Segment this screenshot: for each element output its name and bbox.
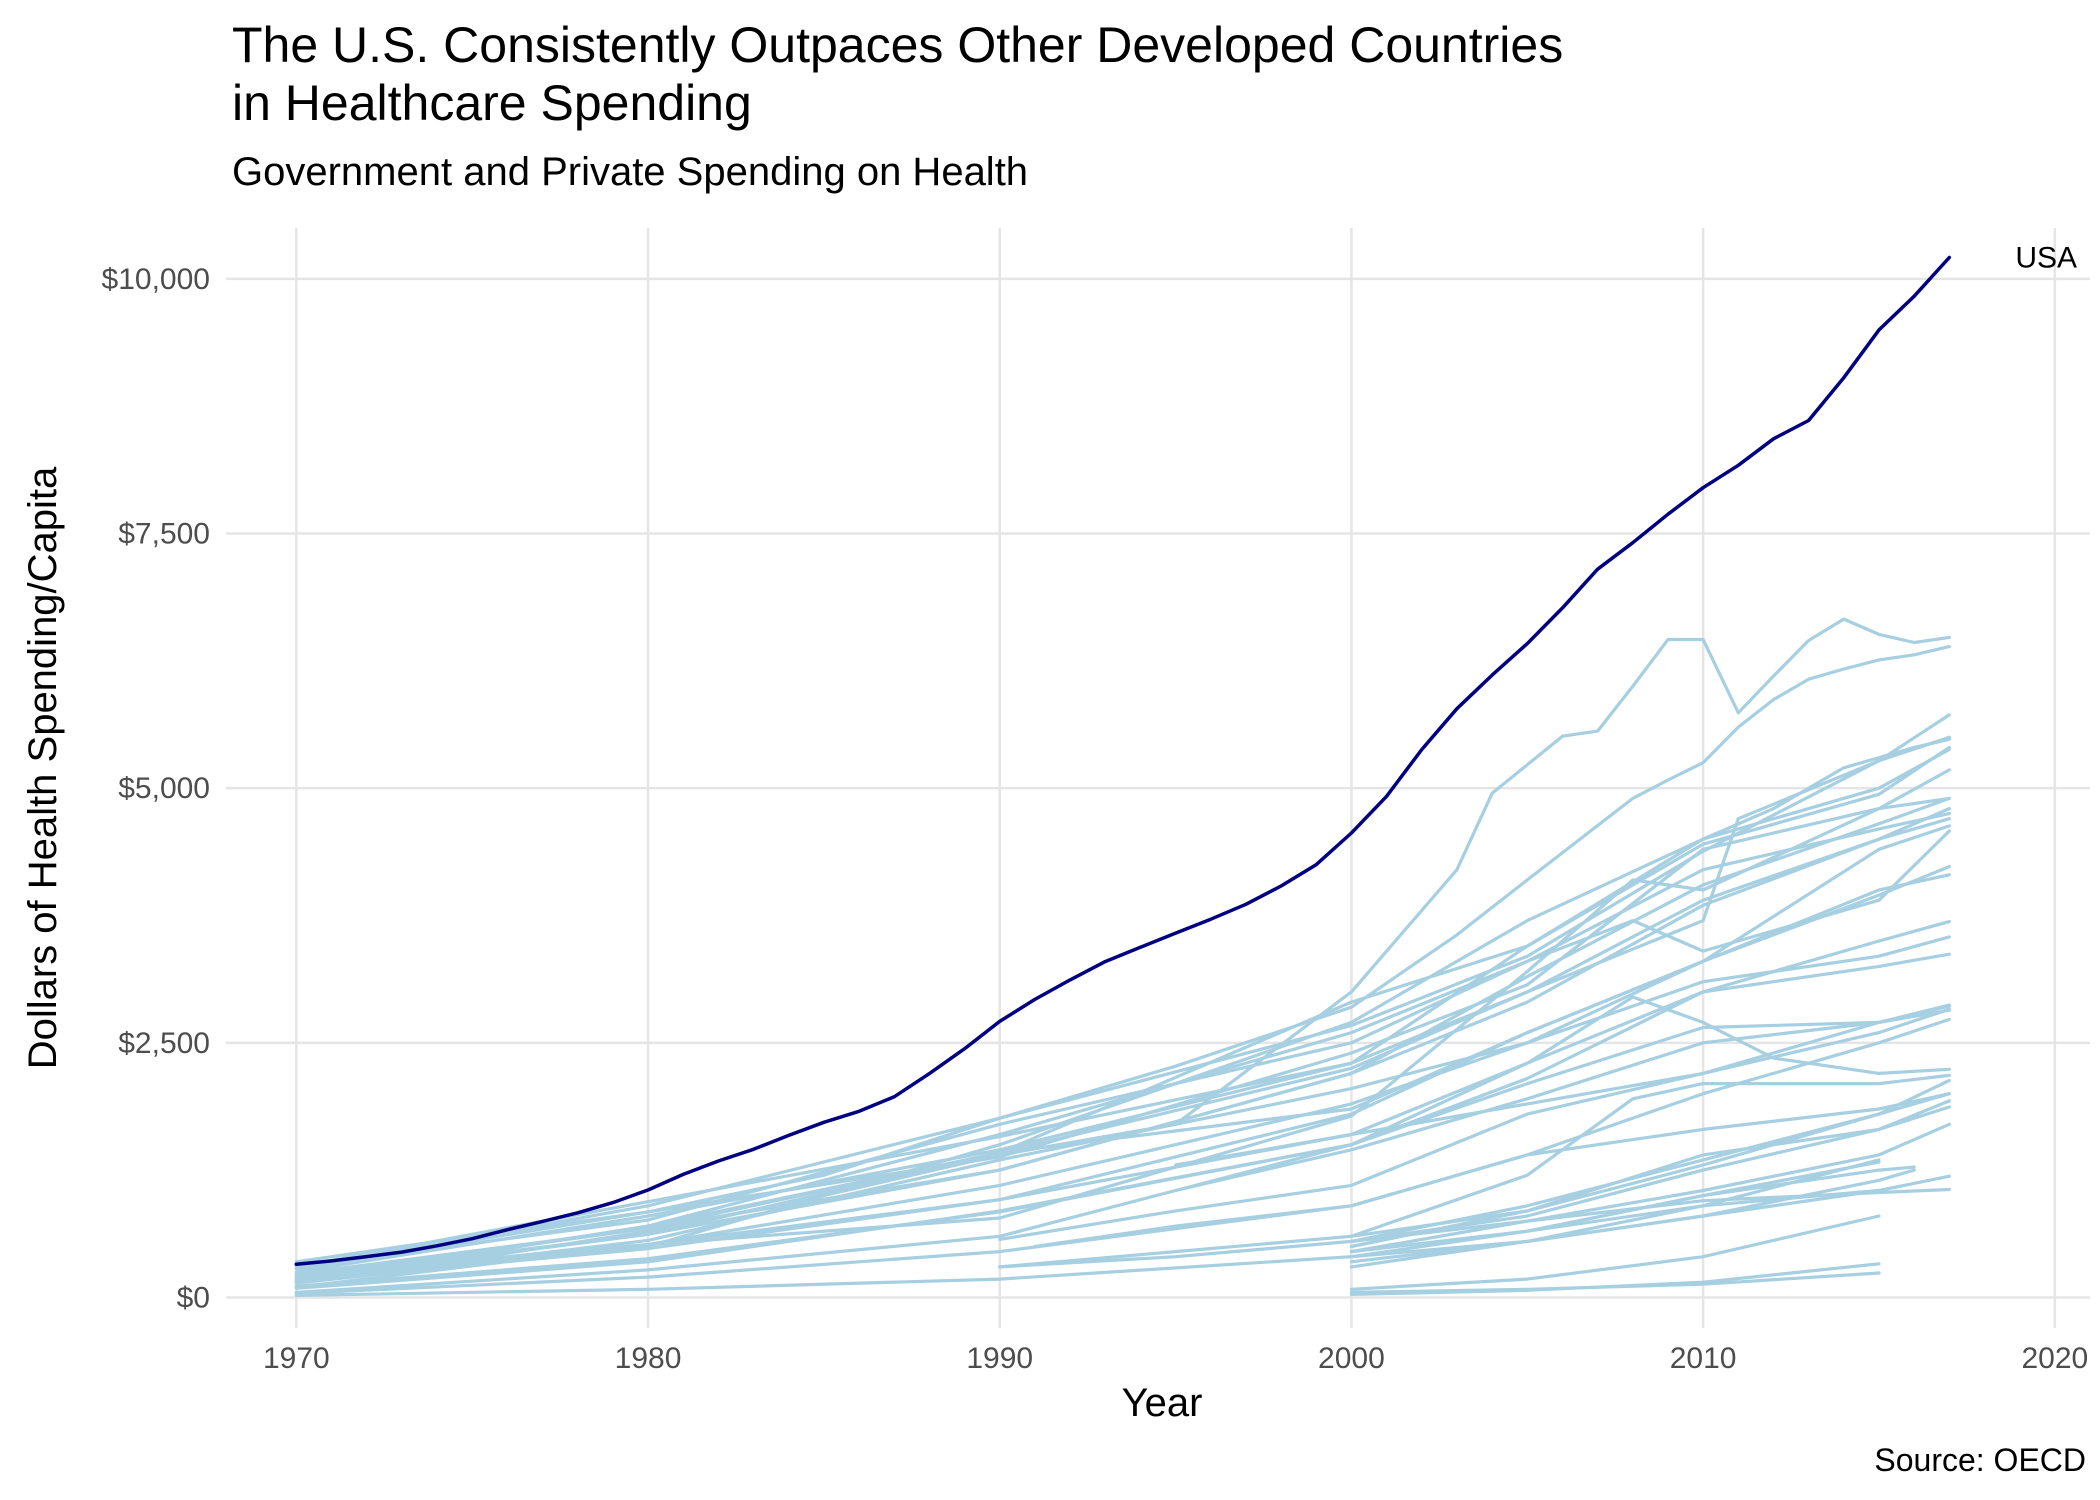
source-caption: Source: OECD xyxy=(1874,1442,2086,1478)
series-line-china xyxy=(1349,1214,1881,1291)
series-line-switzerland xyxy=(294,645,1951,1264)
series-line-czech-republic xyxy=(998,1008,1951,1241)
series-line-russia xyxy=(1349,1158,1881,1269)
x-tick-label: 2020 xyxy=(2021,1342,2088,1375)
series-line-slovakia xyxy=(1349,1073,1951,1238)
x-tick-label: 1990 xyxy=(966,1342,1033,1375)
chart-title-line-1: The U.S. Consistently Outpaces Other Dev… xyxy=(232,17,1564,73)
grid-lines xyxy=(226,228,2090,1328)
series-line-netherlands xyxy=(294,747,1951,1274)
series-line-iceland xyxy=(294,829,1951,1284)
series-line-spain xyxy=(294,952,1951,1290)
chart-title: The U.S. Consistently Outpaces Other Dev… xyxy=(232,16,1563,132)
y-axis-title: Dollars of Health Spending/Capita xyxy=(21,466,65,1069)
y-tick-label: $0 xyxy=(177,1281,210,1314)
y-axis-ticks: $0 $2,500 $5,000 $7,500 $10,000 xyxy=(102,263,210,1315)
series-line-mexico xyxy=(998,1187,1951,1269)
y-tick-label: $2,500 xyxy=(118,1027,210,1060)
x-tick-label: 2010 xyxy=(1670,1342,1737,1375)
series-line-new-zealand xyxy=(294,920,1951,1277)
y-tick-label: $10,000 xyxy=(102,263,210,296)
usa-series-label: USA xyxy=(2015,242,2077,275)
usa-line-group: USA xyxy=(294,242,2077,1266)
series-line-portugal xyxy=(294,1004,1951,1294)
series-line-austria xyxy=(294,745,1951,1283)
series-line-latvia xyxy=(1349,1122,1951,1254)
series-line-ireland xyxy=(294,796,1951,1289)
series-line-finland xyxy=(294,865,1951,1279)
series-line-chile xyxy=(1349,1099,1951,1243)
y-tick-label: $7,500 xyxy=(118,518,210,551)
series-line-brazil xyxy=(1349,1160,1881,1254)
series-line-united-kingdom xyxy=(294,873,1951,1283)
series-line-italy xyxy=(294,935,1951,1284)
series-line-india xyxy=(1349,1271,1881,1294)
series-line-israel xyxy=(1174,1007,1951,1167)
series-line-belgium xyxy=(294,796,1951,1282)
chart-subtitle: Government and Private Spending on Healt… xyxy=(232,150,1029,194)
y-tick-label: $5,000 xyxy=(118,772,210,805)
series-line-australia xyxy=(294,817,1951,1276)
x-axis-title: Year xyxy=(1122,1381,1203,1425)
series-line-south-africa xyxy=(1349,1188,1881,1264)
series-line-canada xyxy=(294,812,1951,1269)
series-line-hungary xyxy=(1033,1092,1951,1249)
x-tick-label: 1970 xyxy=(263,1342,330,1375)
x-axis-ticks: 1970 1980 1990 2000 2010 2020 xyxy=(263,1342,2088,1375)
x-tick-label: 2000 xyxy=(1318,1342,1385,1375)
series-line-usa xyxy=(294,255,1952,1266)
series-line-lithuania xyxy=(1349,1092,1951,1249)
x-tick-label: 1980 xyxy=(615,1342,682,1375)
series-line-japan xyxy=(294,824,1951,1285)
series-line-greece xyxy=(294,995,1951,1288)
other-countries-lines xyxy=(294,617,1951,1297)
chart-title-line-2: in Healthcare Spending xyxy=(232,75,752,131)
series-line-norway xyxy=(294,617,1951,1281)
